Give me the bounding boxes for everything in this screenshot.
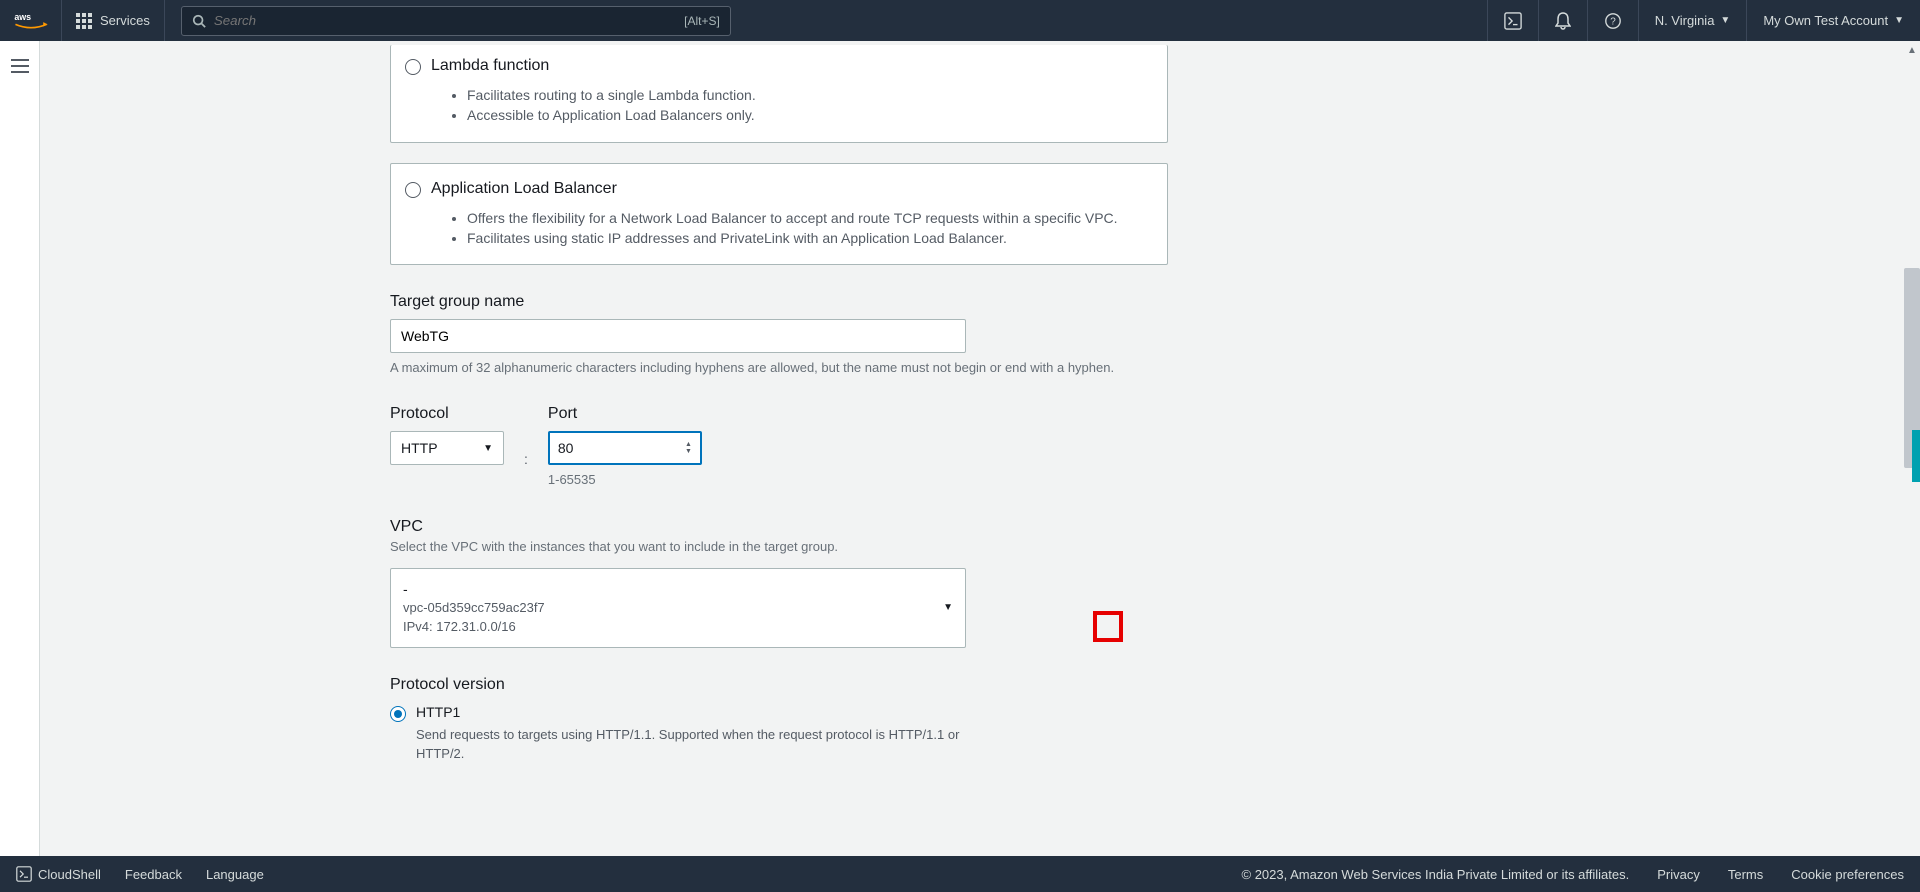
lambda-bullets: Facilitates routing to a single Lambda f…	[453, 85, 1149, 126]
vpc-select[interactable]: - vpc-05d359cc759ac23f7 IPv4: 172.31.0.0…	[390, 568, 966, 648]
footer-bar: CloudShell Feedback Language © 2023, Ama…	[0, 856, 1920, 892]
svg-text:?: ?	[1610, 16, 1616, 27]
caret-down-icon: ▼	[1894, 15, 1904, 26]
port-label: Port	[548, 405, 702, 423]
region-selector[interactable]: N. Virginia ▼	[1638, 0, 1747, 41]
hamburger-icon	[11, 59, 29, 73]
main-content: Lambda function Facilitates routing to a…	[40, 41, 1920, 856]
aws-logo[interactable]: aws	[0, 0, 62, 41]
help-button[interactable]: ?	[1587, 0, 1638, 41]
tg-name-label: Target group name	[390, 293, 1168, 311]
target-type-lambda-card[interactable]: Lambda function Facilitates routing to a…	[390, 45, 1168, 143]
account-label: My Own Test Account	[1763, 13, 1888, 28]
language-link[interactable]: Language	[206, 867, 264, 882]
top-nav-right: ? N. Virginia ▼ My Own Test Account ▼	[1487, 0, 1920, 41]
cloudshell-button[interactable]: CloudShell	[16, 866, 101, 882]
region-label: N. Virginia	[1655, 13, 1715, 28]
footer-copyright: © 2023, Amazon Web Services India Privat…	[1242, 867, 1630, 882]
radio-http1[interactable]	[390, 706, 406, 722]
protocol-label: Protocol	[390, 405, 504, 423]
protocol-port-row: Protocol HTTP ▼ : Port 80 ▲ ▼ 1-65535	[390, 405, 1168, 489]
port-range-help: 1-65535	[548, 471, 702, 489]
protocol-value: HTTP	[401, 440, 438, 456]
svg-text:aws: aws	[14, 11, 31, 21]
radio-lambda-title: Lambda function	[431, 57, 549, 75]
protocol-select[interactable]: HTTP ▼	[390, 431, 504, 465]
tg-name-input[interactable]	[390, 319, 966, 353]
caret-down-icon: ▼	[1720, 15, 1730, 26]
vpc-selected-text: - vpc-05d359cc759ac23f7 IPv4: 172.31.0.0…	[403, 579, 545, 637]
search-kbd-hint: [Alt+S]	[684, 14, 720, 28]
feedback-link[interactable]: Feedback	[125, 867, 182, 882]
chevron-down-icon: ▼	[685, 448, 692, 455]
caret-down-icon: ▼	[943, 602, 953, 613]
footer-privacy-link[interactable]: Privacy	[1657, 867, 1700, 882]
cloudshell-icon-button[interactable]	[1487, 0, 1538, 41]
port-value: 80	[558, 440, 574, 456]
radio-alb[interactable]	[405, 182, 421, 198]
http1-title: HTTP1	[416, 704, 460, 720]
global-search[interactable]: [Alt+S]	[181, 6, 731, 36]
services-grid-icon	[76, 13, 92, 29]
services-label: Services	[100, 13, 150, 28]
account-selector[interactable]: My Own Test Account ▼	[1746, 0, 1920, 41]
vpc-label: VPC	[390, 518, 1168, 536]
vpc-help: Select the VPC with the instances that y…	[390, 538, 1168, 556]
radio-lambda[interactable]	[405, 59, 421, 75]
protocol-version-label: Protocol version	[390, 676, 1168, 694]
radio-alb-title: Application Load Balancer	[431, 180, 617, 198]
port-stepper[interactable]: ▲ ▼	[685, 441, 692, 455]
scrollbar-up-button[interactable]: ▲	[1904, 41, 1920, 59]
footer-cookies-link[interactable]: Cookie preferences	[1791, 867, 1904, 882]
caret-down-icon: ▼	[483, 443, 493, 454]
notifications-button[interactable]	[1538, 0, 1587, 41]
top-nav: aws Services [Alt+S] ? N. Virginia ▼	[0, 0, 1920, 41]
alb-bullets: Offers the flexibility for a Network Loa…	[453, 208, 1149, 249]
protocol-version-http1[interactable]: HTTP1	[390, 704, 1168, 722]
annotation-highlight-box	[1093, 611, 1123, 642]
side-nav-collapsed[interactable]	[0, 41, 40, 856]
footer-terms-link[interactable]: Terms	[1728, 867, 1763, 882]
protocol-port-colon: :	[524, 451, 528, 467]
target-type-alb-card[interactable]: Application Load Balancer Offers the fle…	[390, 163, 1168, 266]
feedback-side-tab[interactable]	[1912, 430, 1920, 482]
search-input[interactable]	[214, 13, 684, 28]
services-button[interactable]: Services	[62, 0, 165, 41]
chevron-up-icon: ▲	[685, 441, 692, 448]
http1-desc: Send requests to targets using HTTP/1.1.…	[416, 726, 976, 764]
port-input[interactable]: 80 ▲ ▼	[548, 431, 702, 465]
tg-name-help: A maximum of 32 alphanumeric characters …	[390, 359, 1168, 377]
search-icon	[192, 14, 206, 28]
